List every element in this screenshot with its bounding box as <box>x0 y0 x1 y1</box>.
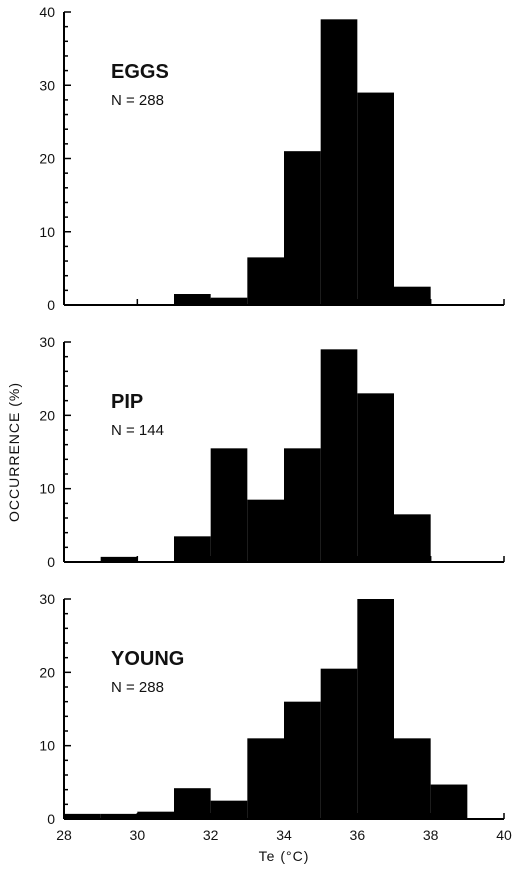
young-y-tick-label: 10 <box>39 738 55 754</box>
young-y-tick-label: 30 <box>39 591 55 607</box>
young-x-tick-label: 40 <box>496 827 512 843</box>
young-x-tick-label: 30 <box>130 827 146 843</box>
pip-bar-37-38 <box>394 514 431 562</box>
pip-y-tick-label: 30 <box>39 334 55 350</box>
young-bar-29-30 <box>100 813 138 819</box>
young-bar-36-37 <box>357 599 394 819</box>
eggs-bar-35-36 <box>320 19 358 305</box>
pip-bar-35-36 <box>320 349 358 562</box>
eggs-y-tick-label: 20 <box>39 151 55 167</box>
pip-y-tick-label: 10 <box>39 481 55 497</box>
pip-sample-size: N = 144 <box>111 422 164 439</box>
panel-young: 0 10 20 30 28 30 32 34 36 38 40 YOUNG N = 288 <box>39 591 512 843</box>
eggs-bar-31-32 <box>174 294 211 305</box>
pip-y-tick-label: 0 <box>47 554 55 570</box>
young-panel-title: YOUNG <box>111 648 184 670</box>
x-axis-title: Te (°C) <box>259 848 310 864</box>
pip-bar-29-30 <box>100 556 138 562</box>
eggs-y-tick-label: 30 <box>39 77 55 93</box>
young-bar-31-32 <box>174 788 211 819</box>
young-y-tick-label: 20 <box>39 664 55 680</box>
young-bar-35-36 <box>320 668 358 819</box>
young-bar-33-34 <box>247 738 284 819</box>
eggs-bar-33-34 <box>247 257 284 305</box>
young-x-tick-label: 28 <box>56 827 72 843</box>
young-bar-37-38 <box>394 738 431 819</box>
young-bar-32-33 <box>210 800 248 819</box>
eggs-y-tick-label: 40 <box>39 4 55 20</box>
eggs-panel-title: EGGS <box>111 61 169 83</box>
pip-panel-title: PIP <box>111 391 143 413</box>
eggs-sample-size: N = 288 <box>111 92 164 109</box>
young-x-tick-label: 32 <box>203 827 219 843</box>
young-bar-34-35 <box>284 701 321 819</box>
panel-eggs: 0 10 20 30 40 EGGS N = 288 <box>39 4 505 313</box>
young-bar-38-39 <box>430 784 468 819</box>
young-y-tick-label: 0 <box>47 811 55 827</box>
pip-bar-36-37 <box>357 393 394 562</box>
young-sample-size: N = 288 <box>111 679 164 696</box>
eggs-bar-36-37 <box>357 92 394 305</box>
eggs-bar-34-35 <box>284 151 321 305</box>
eggs-y-tick-label: 10 <box>39 224 55 240</box>
panel-pip: 0 10 20 30 PIP N = 144 <box>39 334 505 570</box>
pip-bar-33-34 <box>247 499 284 562</box>
eggs-bar-32-33 <box>210 297 248 305</box>
young-x-tick-label: 38 <box>423 827 439 843</box>
pip-bar-34-35 <box>284 448 321 562</box>
pip-y-tick-label: 20 <box>39 407 55 423</box>
pip-bar-31-32 <box>174 536 211 562</box>
young-bar-30-31 <box>137 811 174 819</box>
pip-bar-32-33 <box>210 448 248 562</box>
young-x-tick-label: 36 <box>350 827 366 843</box>
young-x-tick-label: 34 <box>276 827 292 843</box>
y-axis-title: OCCURRENCE (%) <box>6 382 22 522</box>
young-bar-28-29 <box>64 813 101 819</box>
eggs-y-tick-label: 0 <box>47 297 55 313</box>
eggs-bar-37-38 <box>394 286 431 305</box>
